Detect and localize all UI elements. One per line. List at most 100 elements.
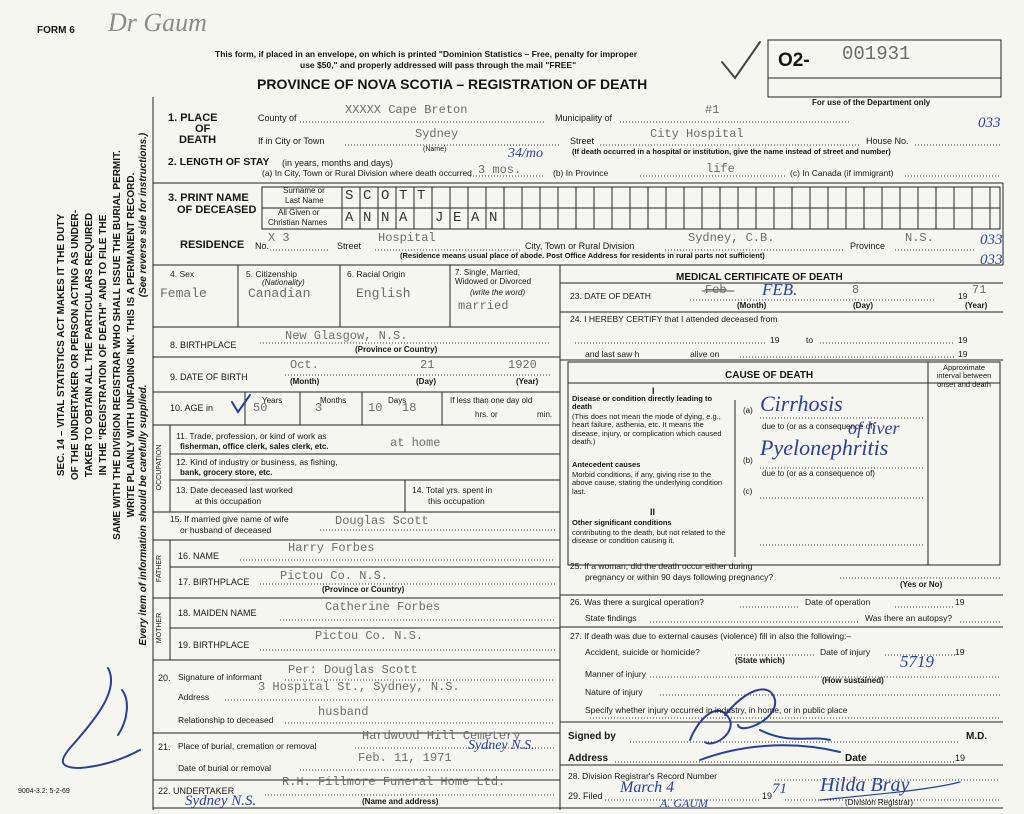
kind-label: Accident, suicide or homicide? <box>585 647 700 657</box>
cause-box <box>567 361 1001 566</box>
no: X 3 <box>268 231 290 245</box>
year: 71 <box>972 283 987 297</box>
label-1: 3. PRINT NAME <box>168 192 249 204</box>
year: 71 <box>772 781 787 797</box>
hours-label: hrs. or <box>475 410 498 419</box>
manner-label: Manner of injury <box>585 669 646 679</box>
day: 21 <box>420 358 435 372</box>
date-label: Date of injury <box>820 647 871 657</box>
trade-label-1: 11. Trade, profession, or kind of work a… <box>176 431 327 441</box>
findings-label: State findings <box>585 613 637 623</box>
label-3: DEATH <box>179 134 217 146</box>
province-label: (b) In Province <box>553 168 609 178</box>
origin: English <box>356 286 411 301</box>
md-label: M.D. <box>966 731 988 742</box>
antecedent-hint: Morbid conditions, if any, giving rise t… <box>572 470 723 496</box>
note: (Residence means usual place of abode. P… <box>400 251 765 260</box>
given: ANNA JEAN <box>345 210 508 226</box>
value: New Glasgow, N.S. <box>285 329 408 343</box>
division: 3 mos. <box>478 163 522 177</box>
due-to-2: due to (or as a consequence of) <box>762 469 875 478</box>
date-label: Date <box>845 753 867 764</box>
birthplace: Pictou Co. N.S. <box>280 569 389 583</box>
place: Hardwood Hill Cemetery <box>362 729 521 743</box>
street: Hospital <box>378 231 436 245</box>
sex: Female <box>160 286 207 301</box>
due-to-1: due to (or as a consequence of) <box>762 422 875 431</box>
century: 19 <box>958 291 968 301</box>
years-label-2: this occupation <box>428 496 485 506</box>
marital-hint: (write the word) <box>470 288 526 297</box>
century: 19 <box>762 791 773 801</box>
street-label: Street <box>337 241 362 251</box>
direct-label: Disease or condition directly leading to… <box>572 394 713 412</box>
reg-prefix: O2- <box>778 50 810 71</box>
day: 8 <box>852 283 860 297</box>
hint: (Province or Country) <box>355 345 438 354</box>
reverse-note: (See reverse side for instructions.) <box>138 132 149 298</box>
years: 50 <box>253 401 268 415</box>
label: 22. UNDERTAKER <box>158 786 235 796</box>
city-label: If in City or Town <box>258 136 325 146</box>
last-seen-label: and last saw h <box>585 349 640 359</box>
label: 27. If death was due to external causes … <box>570 631 852 641</box>
year: 1920 <box>508 358 537 372</box>
date-label: Date of burial or removal <box>178 763 272 773</box>
no-label: No. <box>255 241 270 251</box>
handwritten: Sydney N.S. <box>185 793 257 809</box>
hint: (Name and address) <box>362 797 439 806</box>
note: (If death occurred in a hospital or inst… <box>572 147 891 156</box>
province: N.S. <box>905 231 934 245</box>
part-2: II <box>650 507 656 517</box>
label: 9. DATE OF BIRTH <box>170 372 248 382</box>
how-hint: (How sustained) <box>822 676 884 685</box>
infant-label: If less than one day old <box>450 396 533 405</box>
days: 18 <box>402 401 417 415</box>
name: Douglas Scott <box>335 514 429 528</box>
given-label-2: Christian Names <box>268 218 328 227</box>
margin-codes: 033 <box>980 232 1003 248</box>
label-2: pregnancy or within 90 days following pr… <box>585 572 774 582</box>
year-hint: (Year) <box>965 301 988 310</box>
birthplace-label: 17. BIRTHPLACE <box>178 577 250 587</box>
registrar: Hilda Bray <box>820 774 910 796</box>
division-handwritten: 34/mo <box>508 146 543 161</box>
division-label: (a) In City, Town or Rural Division wher… <box>262 168 472 178</box>
house-label: House No. <box>866 136 909 146</box>
century: 19 <box>955 597 965 607</box>
supply-note: Every item of information should be care… <box>138 384 149 646</box>
label-2: OF <box>195 123 211 135</box>
municipality-label: Municipality of <box>555 113 613 123</box>
label-1: 1. PLACE <box>168 112 218 124</box>
side-label: OCCUPATION <box>156 444 163 491</box>
hint: (in years, months and days) <box>282 158 394 168</box>
last-worked-label-1: 13. Date deceased last worked <box>176 485 293 495</box>
from-century: 19 <box>770 335 780 345</box>
city-hint: (Name) <box>423 146 447 153</box>
citizenship-hint: (Nationality) <box>262 278 305 287</box>
physician-signature <box>689 688 841 761</box>
filed: March 4 <box>620 779 675 796</box>
surname-label-2: Last Name <box>285 196 324 205</box>
alive-century: 19 <box>958 349 968 359</box>
statute-lines: SEC. 14 – VITAL STATISTICS ACT MAKES IT … <box>56 213 67 477</box>
birthplace-label: 19. BIRTHPLACE <box>178 640 250 650</box>
statute-lines: SAME WITH THE DIVISION REGISTRAR WHO SHA… <box>112 150 123 540</box>
statute-lines: OF THE UNDERTAKER OR PERSON ACTING AS UN… <box>70 209 81 481</box>
name: R.H. Fillmore Funeral Home Ltd. <box>282 775 506 789</box>
nature-label: Nature of injury <box>585 687 643 697</box>
margin-codes: 033 <box>978 115 1001 131</box>
address-label: Address <box>178 692 210 702</box>
label: RESIDENCE <box>180 239 245 251</box>
code: 5719 <box>900 652 934 671</box>
county-label: County of <box>258 113 297 123</box>
margin-codes: 033 <box>980 252 1003 268</box>
kind-hint: (State which) <box>735 656 785 665</box>
reg-number: 001931 <box>842 43 911 65</box>
registration-box <box>767 39 1002 98</box>
label: 8. BIRTHPLACE <box>170 340 237 350</box>
trade-label-2: fisherman, office clerk, sales clerk, et… <box>180 442 329 451</box>
other-label: Other significant conditions <box>572 518 672 527</box>
address: 3 Hospital St., Sydney, N.S. <box>258 680 460 694</box>
minutes-label: min. <box>537 410 553 419</box>
